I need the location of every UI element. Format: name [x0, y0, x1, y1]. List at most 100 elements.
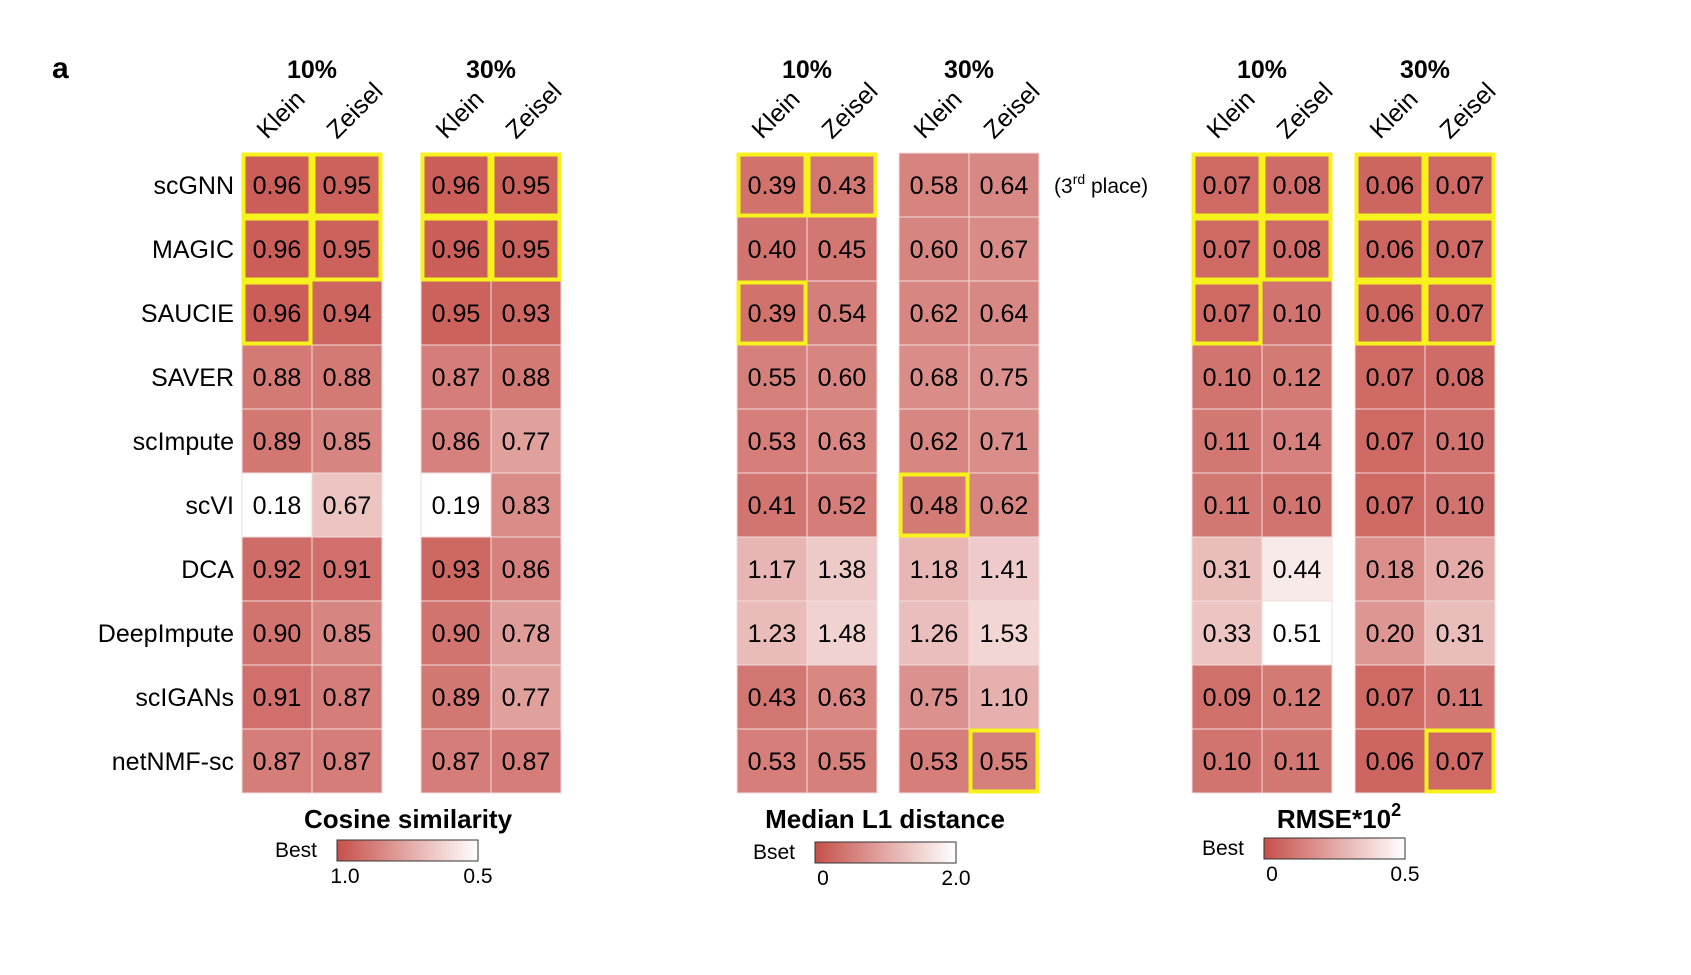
heatmap-cell	[1424, 280, 1496, 346]
row-label: scImpute	[133, 428, 234, 456]
panel-title-text: Cosine similarity	[304, 804, 513, 834]
cell-value: 0.08	[1436, 364, 1485, 392]
heatmap-cell	[1261, 600, 1333, 666]
cell-value: 0.55	[748, 364, 797, 392]
cell-value: 0.87	[323, 748, 372, 776]
cell-value: 0.07	[1203, 172, 1252, 200]
group-header: 30%	[1400, 56, 1450, 84]
panel-title: RMSE*102	[1277, 800, 1401, 834]
heatmap-cell	[1354, 280, 1426, 346]
heatmap-cell	[490, 280, 562, 346]
cell-value: 0.07	[1203, 236, 1252, 264]
heatmap-cell	[898, 408, 970, 474]
cell-value: 0.26	[1436, 556, 1485, 584]
highlight-box	[490, 216, 562, 282]
heatmap-cell	[1424, 408, 1496, 474]
cell-value: 0.39	[748, 172, 797, 200]
cell-value: 0.53	[748, 748, 797, 776]
heatmap-cell	[806, 472, 878, 538]
heatmap-cell	[806, 664, 878, 730]
heatmap-cell	[806, 728, 878, 794]
heatmap-cell	[241, 728, 313, 794]
heatmap-cell	[898, 216, 970, 282]
cell-value: 0.52	[818, 492, 867, 520]
cell-value: 0.18	[1366, 556, 1415, 584]
heatmap-cell	[490, 472, 562, 538]
highlight-box	[241, 280, 313, 346]
heatmap-cell	[736, 408, 808, 474]
cell-value: 0.87	[253, 748, 302, 776]
row-label: scIGANs	[135, 684, 234, 712]
cell-value: 0.40	[748, 236, 797, 264]
cell-value: 0.19	[432, 492, 481, 520]
cell-value: 0.83	[502, 492, 551, 520]
column-header: Klein	[251, 85, 310, 144]
cell-value: 0.10	[1436, 428, 1485, 456]
cell-value: 0.96	[253, 300, 302, 328]
cell-value: 0.06	[1366, 748, 1415, 776]
cell-value: 0.89	[432, 684, 481, 712]
heatmap-cell	[806, 280, 878, 346]
cell-value: 0.87	[502, 748, 551, 776]
heatmap-cell	[1354, 536, 1426, 602]
highlight-box	[311, 152, 383, 218]
cell-value: 0.11	[1437, 684, 1484, 712]
highlight-box	[1424, 728, 1496, 794]
heatmap-panel: 10%Klein0.390.400.390.550.530.411.171.23…	[736, 56, 1148, 890]
cell-value: 0.63	[818, 428, 867, 456]
heatmap-cell	[898, 344, 970, 410]
heatmap-cell	[420, 152, 492, 218]
heatmap-cell	[968, 408, 1040, 474]
column-header: Zeisel	[321, 77, 388, 144]
heatmap-cell	[311, 408, 383, 474]
cell-value: 1.23	[748, 620, 797, 648]
cell-value: 0.67	[980, 236, 1029, 264]
cell-value: 0.71	[980, 428, 1029, 456]
heatmap-cell	[420, 600, 492, 666]
cell-value: 1.17	[748, 556, 797, 584]
cell-value: 0.85	[323, 620, 372, 648]
cell-value: 1.38	[818, 556, 867, 584]
cell-value: 0.87	[323, 684, 372, 712]
heatmap-group: 10%Klein 0.39 0.40 0.39 0.55 0.53 0.41 1.17 1.23…	[736, 56, 883, 794]
highlight-box	[1261, 216, 1333, 282]
cell-value: 0.48	[910, 492, 959, 520]
heatmap-cell	[898, 472, 970, 538]
heatmap-cell	[1424, 216, 1496, 282]
heatmap-panels: 10%Klein0.960.960.960.880.890.180.920.90…	[241, 56, 1501, 890]
heatmap-cell	[736, 152, 808, 218]
cell-value: 0.43	[818, 172, 867, 200]
legend-label: Best	[275, 839, 317, 862]
highlight-box	[241, 216, 313, 282]
heatmap-cell	[1191, 536, 1263, 602]
highlight-box	[1191, 216, 1263, 282]
cell-value: 0.20	[1366, 620, 1415, 648]
heatmap-cell	[1261, 280, 1333, 346]
heatmap-cell	[806, 216, 878, 282]
legend-tick-best: 1.0	[330, 865, 359, 888]
heatmap-cell	[420, 344, 492, 410]
panel-title-superscript: 2	[1391, 800, 1401, 820]
cell-value: 0.51	[1273, 620, 1322, 648]
cell-value: 0.07	[1203, 300, 1252, 328]
cell-value: 0.64	[980, 172, 1029, 200]
heatmap-cell	[736, 728, 808, 794]
heatmap-cell	[898, 664, 970, 730]
group-header: 10%	[287, 56, 337, 84]
heatmap-cell	[311, 600, 383, 666]
highlight-box	[898, 472, 970, 538]
cell-value: 0.93	[432, 556, 481, 584]
heatmap-cell	[490, 536, 562, 602]
heatmap-group: 10%Klein 0.07 0.07 0.07 0.10 0.11 0.11 0.31 0.33…	[1191, 56, 1338, 794]
legend-tick-best: 0	[817, 867, 829, 890]
cell-value: 0.07	[1366, 684, 1415, 712]
cell-value: 0.55	[818, 748, 867, 776]
cell-value: 0.92	[253, 556, 302, 584]
note-part: (3	[1054, 175, 1073, 198]
legend-label: Bset	[753, 841, 795, 864]
column-header: Klein	[1201, 85, 1260, 144]
cell-value: 0.07	[1436, 172, 1485, 200]
column-header: Zeisel	[1271, 77, 1338, 144]
cell-value: 0.95	[502, 172, 551, 200]
cell-value: 0.09	[1203, 684, 1252, 712]
